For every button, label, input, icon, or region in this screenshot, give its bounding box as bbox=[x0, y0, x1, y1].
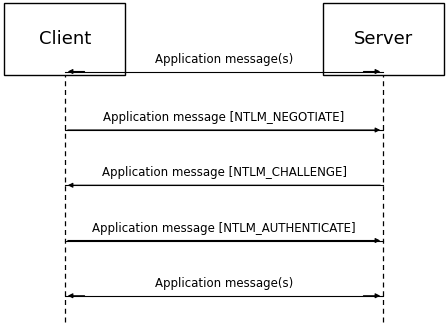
Bar bbox=[4, 3, 125, 75]
Text: Application message [NTLM_NEGOTIATE]: Application message [NTLM_NEGOTIATE] bbox=[103, 111, 345, 124]
Text: Server: Server bbox=[353, 30, 413, 48]
Text: Client: Client bbox=[39, 30, 91, 48]
Text: Application message(s): Application message(s) bbox=[155, 277, 293, 290]
Text: Application message [NTLM_CHALLENGE]: Application message [NTLM_CHALLENGE] bbox=[102, 166, 346, 179]
Text: Application message [NTLM_AUTHENTICATE]: Application message [NTLM_AUTHENTICATE] bbox=[92, 222, 356, 235]
Bar bbox=[323, 3, 444, 75]
Text: Application message(s): Application message(s) bbox=[155, 53, 293, 66]
